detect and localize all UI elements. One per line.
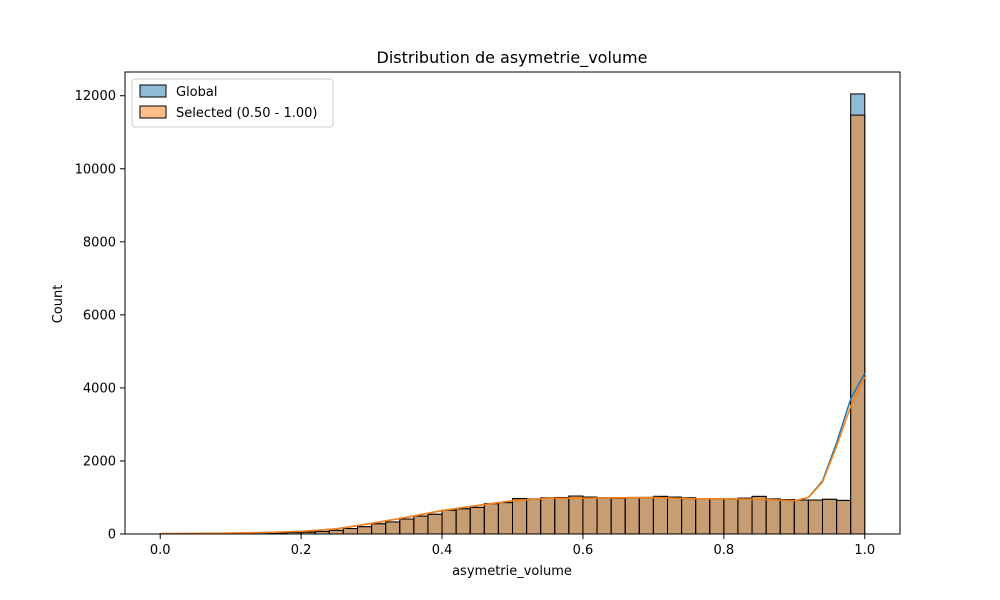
legend-box xyxy=(131,78,334,128)
selected-bar xyxy=(737,497,753,535)
x-tick-label: 0.4 xyxy=(432,543,453,558)
selected-bar xyxy=(455,508,471,535)
y-tick-label: 8000 xyxy=(83,235,116,250)
selected-bar xyxy=(836,499,852,535)
selected-bar xyxy=(497,502,513,535)
y-tick-label: 2000 xyxy=(83,454,116,469)
selected-bar xyxy=(667,496,683,535)
selected-bar xyxy=(342,528,358,535)
selected-bar xyxy=(723,498,739,535)
legend-label-selected: Selected (0.50 - 1.00) xyxy=(176,106,317,121)
chart-title: Distribution de asymetrie_volume xyxy=(377,48,648,68)
selected-bar xyxy=(512,498,528,535)
selected-bar xyxy=(357,526,373,535)
selected-bar xyxy=(371,523,387,535)
x-tick-label: 0.6 xyxy=(573,543,594,558)
kde-lines xyxy=(160,372,866,535)
selected-bar xyxy=(624,497,640,535)
selected-bar xyxy=(582,496,598,535)
selected-bar xyxy=(807,499,824,535)
x-tick-label: 0.2 xyxy=(291,543,312,558)
y-tick-label: 10000 xyxy=(75,162,116,177)
selected-bar xyxy=(554,496,570,535)
selected-bar xyxy=(610,497,626,535)
selected-bar xyxy=(695,498,711,535)
selected-bar xyxy=(709,498,725,535)
plot-frame xyxy=(124,71,901,535)
y-tick-label: 6000 xyxy=(83,308,116,323)
y-axis-label: Count xyxy=(51,285,66,324)
x-axis-label: asymetrie_volume xyxy=(452,564,572,579)
selected-bar xyxy=(427,513,443,535)
selected-bar xyxy=(526,498,542,535)
selected-bar xyxy=(568,495,584,535)
y-tick-label: 0 xyxy=(108,528,116,543)
selected-bar xyxy=(850,114,866,535)
selected-bar xyxy=(441,509,457,535)
legend: Global Selected (0.50 - 1.00) xyxy=(131,78,334,128)
x-tick-label: 0.8 xyxy=(714,543,735,558)
y-axis: 0 2000 4000 6000 8000 10000 12000 xyxy=(75,89,125,543)
selected-bar xyxy=(483,503,499,535)
selected-bar xyxy=(385,521,401,535)
selected-bar xyxy=(638,497,654,535)
selected-bar xyxy=(413,515,429,535)
legend-swatch-selected xyxy=(139,105,167,119)
kde-line-selected xyxy=(160,376,866,535)
selected-bar xyxy=(328,529,344,535)
selected-bar xyxy=(469,506,485,535)
selected-bar xyxy=(751,495,767,535)
selected-bar xyxy=(399,518,415,535)
selected-bar xyxy=(681,497,697,535)
selected-bar xyxy=(822,498,838,535)
y-tick-label: 12000 xyxy=(75,89,116,104)
legend-swatch-global xyxy=(139,84,167,98)
selected-bar xyxy=(793,499,809,535)
selected-bar xyxy=(596,497,612,535)
y-tick-label: 4000 xyxy=(83,381,116,396)
x-axis: 0.0 0.2 0.4 0.6 0.8 1.0 xyxy=(150,534,875,558)
x-tick-label: 1.0 xyxy=(854,543,875,558)
selected-bar xyxy=(779,499,795,535)
selected-bar xyxy=(652,495,669,535)
legend-label-global: Global xyxy=(176,85,217,100)
selected-bar xyxy=(540,497,556,535)
x-tick-label: 0.0 xyxy=(150,543,171,558)
selected-bar xyxy=(765,498,781,535)
